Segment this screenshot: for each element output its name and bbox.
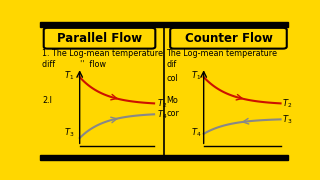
Text: $T_3$: $T_3$ (64, 126, 75, 139)
Text: $T_1$: $T_1$ (191, 69, 201, 82)
Text: dif: dif (166, 60, 177, 69)
Bar (40, 155, 288, 160)
Text: 1. The Log-mean temperature: 1. The Log-mean temperature (43, 49, 164, 58)
Text: $T_3$: $T_3$ (282, 113, 292, 126)
Text: Mo: Mo (166, 96, 178, 105)
Text: $T_2$: $T_2$ (156, 97, 167, 110)
Text: Parallel Flow: Parallel Flow (57, 32, 142, 45)
Text: $T_4$: $T_4$ (191, 126, 201, 139)
Text: cor: cor (166, 109, 179, 118)
Text: $T_2$: $T_2$ (282, 97, 292, 110)
FancyBboxPatch shape (170, 28, 287, 49)
Text: col: col (166, 74, 178, 83)
Bar (40, 22, 288, 27)
Text: Counter Flow: Counter Flow (185, 32, 272, 45)
FancyBboxPatch shape (44, 28, 155, 49)
Text: diff          ''  flow: diff '' flow (43, 60, 107, 69)
Text: $T_4$: $T_4$ (156, 108, 167, 121)
Text: $T_1$: $T_1$ (64, 69, 75, 82)
Text: 2.l: 2.l (43, 96, 52, 105)
Text: The Log-mean temperature: The Log-mean temperature (166, 49, 277, 58)
